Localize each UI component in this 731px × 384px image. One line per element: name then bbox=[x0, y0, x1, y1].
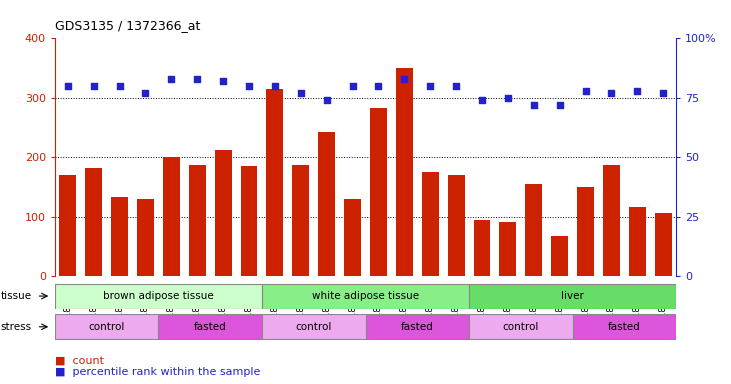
Text: GDS3135 / 1372366_at: GDS3135 / 1372366_at bbox=[55, 19, 200, 32]
Bar bbox=[655, 213, 672, 276]
Bar bbox=[526, 184, 542, 276]
Text: fasted: fasted bbox=[194, 322, 227, 332]
Bar bbox=[292, 165, 309, 276]
Bar bbox=[267, 89, 284, 276]
Point bbox=[88, 83, 99, 89]
Point bbox=[269, 83, 281, 89]
Bar bbox=[370, 108, 387, 276]
Bar bbox=[137, 199, 154, 276]
Point bbox=[217, 78, 229, 84]
Point bbox=[502, 95, 514, 101]
FancyBboxPatch shape bbox=[262, 283, 469, 309]
Point bbox=[192, 76, 203, 82]
FancyBboxPatch shape bbox=[469, 314, 572, 339]
Bar bbox=[111, 197, 128, 276]
Bar bbox=[163, 157, 180, 276]
Point bbox=[140, 90, 151, 96]
Bar bbox=[447, 175, 464, 276]
Point bbox=[373, 83, 385, 89]
Text: control: control bbox=[88, 322, 125, 332]
Bar bbox=[499, 222, 516, 276]
Bar bbox=[240, 166, 257, 276]
FancyBboxPatch shape bbox=[55, 283, 262, 309]
Point bbox=[346, 83, 358, 89]
Text: tissue: tissue bbox=[1, 291, 32, 301]
Bar bbox=[396, 68, 413, 276]
Text: fasted: fasted bbox=[608, 322, 641, 332]
Point bbox=[398, 76, 410, 82]
Point bbox=[243, 83, 255, 89]
FancyBboxPatch shape bbox=[572, 314, 676, 339]
Point bbox=[605, 90, 617, 96]
Bar bbox=[603, 165, 620, 276]
Text: ■  percentile rank within the sample: ■ percentile rank within the sample bbox=[55, 367, 260, 377]
Bar bbox=[422, 172, 439, 276]
FancyBboxPatch shape bbox=[159, 314, 262, 339]
Text: control: control bbox=[503, 322, 539, 332]
Point bbox=[657, 90, 669, 96]
Point bbox=[425, 83, 436, 89]
Text: fasted: fasted bbox=[401, 322, 433, 332]
Text: stress: stress bbox=[1, 322, 32, 332]
Point bbox=[114, 83, 126, 89]
Point bbox=[476, 97, 488, 103]
Point bbox=[580, 88, 591, 94]
Text: liver: liver bbox=[561, 291, 584, 301]
Text: brown adipose tissue: brown adipose tissue bbox=[103, 291, 213, 301]
Point bbox=[632, 88, 643, 94]
Bar bbox=[189, 165, 205, 276]
Point bbox=[295, 90, 306, 96]
FancyBboxPatch shape bbox=[55, 314, 159, 339]
Text: white adipose tissue: white adipose tissue bbox=[312, 291, 419, 301]
Text: control: control bbox=[295, 322, 332, 332]
Bar bbox=[551, 236, 568, 276]
Point bbox=[554, 102, 566, 108]
Text: ■  count: ■ count bbox=[55, 356, 104, 366]
Bar bbox=[318, 132, 335, 276]
Point bbox=[165, 76, 177, 82]
Point bbox=[528, 102, 539, 108]
Bar bbox=[474, 220, 491, 276]
Bar bbox=[629, 207, 645, 276]
Bar bbox=[59, 175, 76, 276]
Bar bbox=[215, 150, 232, 276]
Bar bbox=[344, 199, 361, 276]
Point bbox=[62, 83, 74, 89]
FancyBboxPatch shape bbox=[366, 314, 469, 339]
Point bbox=[321, 97, 333, 103]
FancyBboxPatch shape bbox=[262, 314, 366, 339]
Bar bbox=[86, 168, 102, 276]
Point bbox=[450, 83, 462, 89]
Bar bbox=[577, 187, 594, 276]
FancyBboxPatch shape bbox=[469, 283, 676, 309]
